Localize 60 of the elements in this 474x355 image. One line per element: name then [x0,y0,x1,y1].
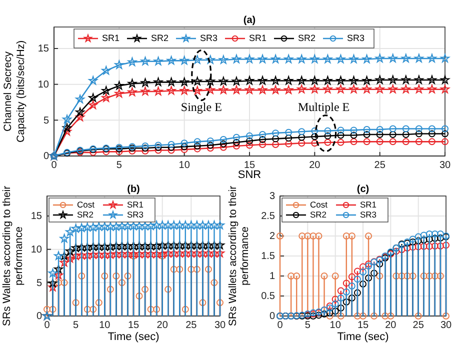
y-tick-label: 2.5 [261,211,276,222]
x-tick-label: 0 [51,160,58,172]
x-tick-label: 5 [116,160,122,172]
x-tick-label: 10 [99,320,111,332]
x-tick-label: 10 [178,160,190,172]
x-tick-label: 15 [244,160,256,172]
x-tick-label: 5 [304,320,311,332]
y-tick-label: 0 [269,311,276,322]
x-tick-label: 25 [186,320,198,332]
annotation: Multiple E [298,100,350,114]
x-tick-label: 0 [277,320,284,332]
legend-label: SR1 [127,199,144,210]
legend-label: SR2 [310,209,327,220]
x-tick-label: 30 [214,320,226,332]
x-tick-label: 5 [73,320,80,332]
legend-label: Cost [310,199,328,210]
x-tick-label: 25 [412,320,424,332]
y-axis-title: SRs Wallets according to their performance [227,185,251,326]
x-tick-label: 20 [385,320,397,332]
x-axis-title: Time (sec) [108,331,160,343]
y-tick-label: 10 [38,80,50,91]
x-tick-label: 30 [440,320,452,332]
legend-label: SR2 [77,209,94,220]
y-tick-label: 5 [36,278,42,289]
x-tick-label: 20 [309,160,321,172]
legend-label: SR1 [102,32,120,43]
y-tick-label: 3 [269,191,276,202]
y-tick-label: 0 [36,311,42,322]
legend-label: Cost [77,199,96,210]
legend-label: SR2 [298,32,316,43]
y-tick-label: 15 [38,44,50,55]
chart-title: (c) [356,184,370,195]
x-tick-label: 30 [439,160,451,172]
chart-title: (b) [127,184,140,195]
y-tick-label: 10 [30,244,42,256]
x-axis-title: SNR [238,169,262,181]
x-tick-label: 15 [128,320,140,332]
annotation: Single E [180,100,222,114]
y-tick-label: 15 [30,211,42,222]
y-tick-label: 0.5 [261,291,276,302]
y-tick-label: 1 [269,271,276,282]
legend-label: SR3 [347,32,365,43]
x-tick-label: 15 [357,320,369,332]
y-axis-title: Channel Secrecy Capacity (bits/sec/Hz) [2,40,27,143]
legend-label: SR2 [151,32,169,43]
y-tick-label: 1.5 [261,251,276,262]
x-tick-label: 20 [156,320,168,332]
legend-label: SR3 [360,209,377,220]
legend-label: SR3 [200,32,218,43]
y-tick-label: 5 [43,115,50,126]
x-tick-label: 25 [374,160,386,172]
x-axis-title: Time (sec) [337,331,389,343]
y-tick-label: 2 [269,231,276,242]
legend-label: SR1 [249,32,267,43]
y-tick-label: 0 [43,151,50,162]
legend-label: SR3 [127,209,144,220]
legend-label: SR1 [360,199,377,210]
y-axis-title: SRs Wallets according to their performance [1,185,25,326]
chart-title: (a) [243,15,256,26]
x-tick-label: 10 [330,320,342,332]
